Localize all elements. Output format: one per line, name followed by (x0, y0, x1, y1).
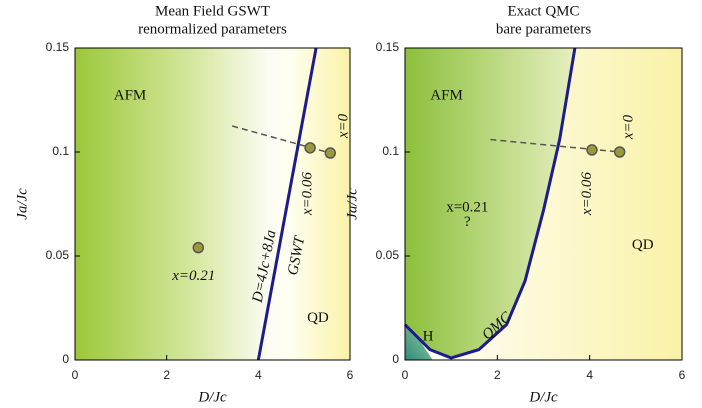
annotation: ? (464, 214, 471, 230)
annotation: QD (307, 310, 329, 326)
x-tick-label: 6 (679, 368, 686, 382)
data-point (586, 144, 598, 156)
y-tick-label: 0.05 (376, 248, 400, 262)
afm-region (405, 48, 575, 358)
annotation: AFM (114, 87, 147, 103)
phase-boundary (403, 47, 577, 360)
x-tick-label: 2 (494, 368, 501, 382)
point-label: x=0 (335, 113, 351, 139)
annotation: AFM (430, 87, 463, 103)
y-tick-label: 0.1 (52, 144, 69, 158)
point-label: x=0.06 (299, 172, 315, 217)
y-tick-label: 0.15 (46, 40, 70, 54)
data-point (613, 146, 626, 158)
y-axis-label: Ja/Jc (344, 188, 360, 220)
y-tick-label: 0.05 (46, 248, 70, 262)
point-label: x=0.21 (171, 268, 215, 284)
chart-subtitle: renormalized parameters (138, 21, 287, 37)
x-tick-label: 6 (347, 368, 354, 382)
x-tick-label: 0 (402, 368, 409, 382)
x-tick-label: 2 (163, 368, 170, 382)
y-tick-label: 0 (62, 352, 69, 366)
y-tick-label: 0.1 (382, 144, 399, 158)
annotation: x=0.21 (446, 200, 488, 216)
point-label: x=0 (620, 114, 636, 140)
x-tick-label: 4 (255, 368, 262, 382)
plot-frame (74, 47, 351, 361)
series-label: GSWT (285, 234, 308, 277)
y-tick-label: 0.15 (376, 40, 400, 54)
x-axis-label: D/Jc (528, 389, 558, 405)
chart-subtitle: bare parameters (496, 21, 592, 37)
x-axis-label: D/Jc (197, 389, 227, 405)
background (75, 48, 350, 360)
y-axis-label: Ja/Jc (14, 188, 30, 220)
data-point (324, 147, 337, 159)
chart-title: Exact QMC (507, 3, 579, 19)
guide-line (490, 138, 620, 153)
chart-title: Mean Field GSWT (155, 3, 270, 19)
point-label: x=0.06 (579, 172, 595, 217)
annotation: H (423, 329, 434, 345)
x-tick-label: 0 (72, 368, 79, 382)
data-point (192, 241, 205, 254)
annotation: QD (632, 237, 654, 253)
data-point (304, 142, 316, 154)
x-tick-label: 4 (586, 368, 593, 382)
phase-boundary (256, 47, 318, 361)
plot-frame (404, 47, 683, 361)
y-tick-label: 0 (392, 352, 399, 366)
